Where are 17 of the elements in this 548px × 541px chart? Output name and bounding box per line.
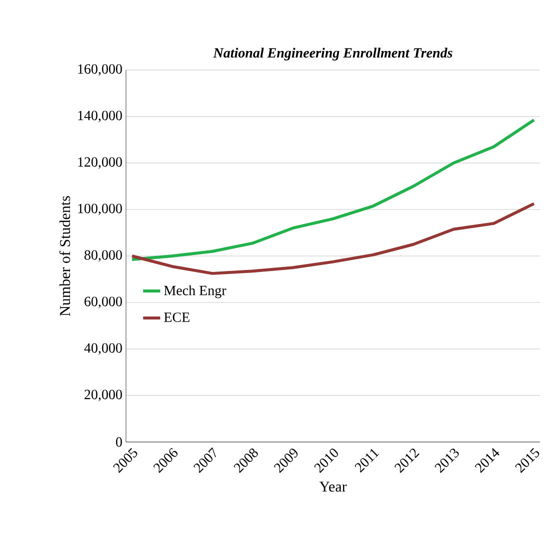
y-tick-label: 80,000 xyxy=(84,250,122,262)
y-tick-label: 20,000 xyxy=(84,390,122,402)
y-tick-label: 120,000 xyxy=(78,157,122,169)
y-tick-label: 100,000 xyxy=(78,204,122,216)
x-axis-title: Year xyxy=(319,482,347,492)
legend-label: Mech Engr xyxy=(164,285,226,298)
y-tick-label: 160,000 xyxy=(78,64,122,76)
x-tick-label: 2011 xyxy=(354,448,380,473)
y-tick-label: 40,000 xyxy=(84,343,122,355)
y-tick-label: 0 xyxy=(116,437,122,447)
y-tick-label: 140,000 xyxy=(78,110,122,122)
chart-title: National Engineering Enrollment Trends xyxy=(213,48,452,60)
y-tick-label: 60,000 xyxy=(84,296,122,308)
legend-label: ECE xyxy=(164,312,190,322)
line-series xyxy=(130,202,536,275)
y-axis-title: Number of Students xyxy=(59,196,70,316)
line-series xyxy=(130,118,536,261)
